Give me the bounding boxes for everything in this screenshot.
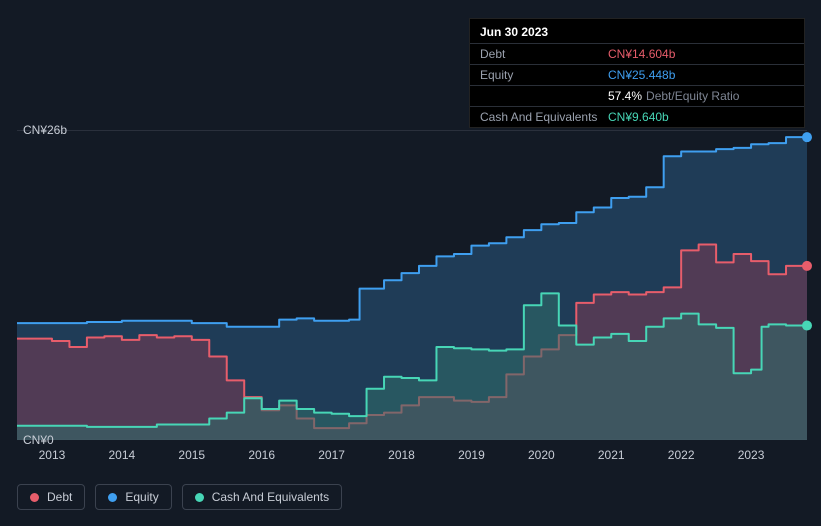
chart-plot[interactable] bbox=[17, 130, 807, 440]
tooltip-row-value: CN¥25.448b bbox=[608, 68, 675, 82]
tooltip-row: EquityCN¥25.448b bbox=[470, 65, 804, 86]
legend-item[interactable]: Equity bbox=[95, 484, 171, 510]
legend-swatch bbox=[108, 493, 117, 502]
tooltip-row: DebtCN¥14.604b bbox=[470, 44, 804, 65]
tooltip-row-value: 57.4%Debt/Equity Ratio bbox=[608, 89, 739, 103]
x-axis-tick-label: 2022 bbox=[668, 448, 695, 462]
chart-container: Jun 30 2023 DebtCN¥14.604bEquityCN¥25.44… bbox=[0, 0, 821, 526]
x-axis-tick-label: 2014 bbox=[109, 448, 136, 462]
tooltip-row-label: Equity bbox=[480, 68, 608, 82]
legend-item[interactable]: Debt bbox=[17, 484, 85, 510]
tooltip-row-label: Cash And Equivalents bbox=[480, 110, 608, 124]
x-axis-tick-label: 2021 bbox=[598, 448, 625, 462]
tooltip-row: 57.4%Debt/Equity Ratio bbox=[470, 86, 804, 107]
x-axis-tick-label: 2015 bbox=[178, 448, 205, 462]
series-end-marker bbox=[802, 132, 812, 142]
tooltip-row-label: Debt bbox=[480, 47, 608, 61]
legend-label: Debt bbox=[47, 490, 72, 504]
x-axis-tick-label: 2019 bbox=[458, 448, 485, 462]
tooltip-row-value: CN¥9.640b bbox=[608, 110, 669, 124]
x-axis-tick-label: 2013 bbox=[39, 448, 66, 462]
legend-item[interactable]: Cash And Equivalents bbox=[182, 484, 342, 510]
series-end-marker bbox=[802, 261, 812, 271]
chart-tooltip: Jun 30 2023 DebtCN¥14.604bEquityCN¥25.44… bbox=[469, 18, 805, 128]
series-end-marker bbox=[802, 321, 812, 331]
tooltip-row-extra: Debt/Equity Ratio bbox=[646, 89, 739, 103]
x-axis-tick-label: 2017 bbox=[318, 448, 345, 462]
chart-legend: Debt Equity Cash And Equivalents bbox=[17, 484, 342, 510]
legend-label: Equity bbox=[125, 490, 158, 504]
x-axis-tick-label: 2023 bbox=[738, 448, 765, 462]
tooltip-body: DebtCN¥14.604bEquityCN¥25.448b57.4%Debt/… bbox=[470, 44, 804, 127]
x-axis-tick-label: 2018 bbox=[388, 448, 415, 462]
tooltip-row-value: CN¥14.604b bbox=[608, 47, 675, 61]
tooltip-row: Cash And EquivalentsCN¥9.640b bbox=[470, 107, 804, 127]
x-axis-tick-label: 2020 bbox=[528, 448, 555, 462]
legend-swatch bbox=[195, 493, 204, 502]
x-axis-tick-label: 2016 bbox=[248, 448, 275, 462]
legend-swatch bbox=[30, 493, 39, 502]
tooltip-title: Jun 30 2023 bbox=[470, 19, 804, 44]
tooltip-row-label bbox=[480, 89, 608, 103]
legend-label: Cash And Equivalents bbox=[212, 490, 329, 504]
